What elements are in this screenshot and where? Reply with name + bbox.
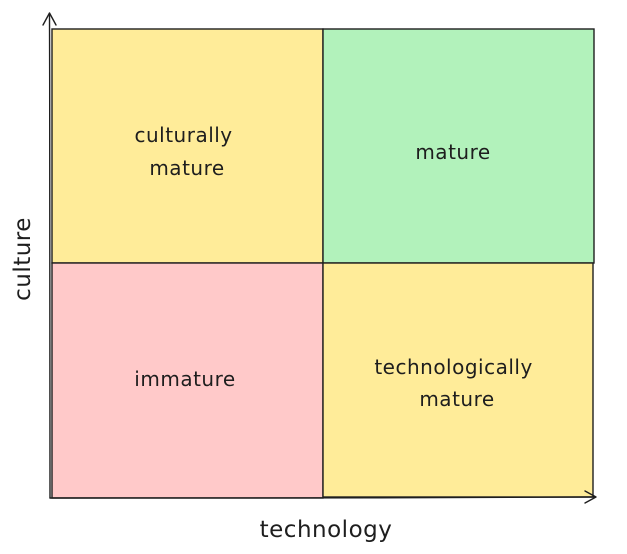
- quadrant-bottom-right-label: technologically mature: [374, 355, 539, 411]
- quadrant-mature: mature: [322, 28, 595, 264]
- y-axis-line: [48, 13, 51, 499]
- quadrant-bottom-right-line-1: technologically: [374, 355, 532, 379]
- quadrant-bottom-right-line-2: mature: [419, 387, 494, 411]
- quadrant-top-right-box: [322, 28, 595, 264]
- x-axis: [49, 490, 597, 504]
- quadrant-top-left-box: [51, 28, 324, 264]
- x-axis-label: technology: [260, 517, 393, 543]
- quadrant-top-right-label: mature: [415, 140, 490, 164]
- quadrant-immature: immature: [51, 262, 324, 499]
- quadrant-technologically-mature: technologically mature: [322, 262, 594, 498]
- quadrant-top-left-line-2: mature: [149, 156, 224, 180]
- y-axis: [42, 12, 57, 499]
- quadrant-culturally-mature: culturally mature: [51, 28, 324, 264]
- quadrant-top-left-label: culturally mature: [134, 123, 239, 180]
- x-axis-line: [49, 496, 596, 499]
- y-axis-arrowhead-icon: [42, 12, 57, 26]
- quadrant-bottom-right-box: [322, 262, 594, 498]
- x-axis-arrowhead-icon: [584, 490, 597, 504]
- quadrant-top-left-line-1: culturally: [134, 123, 232, 147]
- quadrant-bottom-left-box: [51, 262, 324, 499]
- quadrant-bottom-left-line-1: immature: [134, 367, 235, 391]
- y-axis-label: culture: [10, 217, 36, 301]
- quadrant-top-right-line-1: mature: [415, 140, 490, 164]
- quadrant-bottom-left-label: immature: [134, 367, 235, 391]
